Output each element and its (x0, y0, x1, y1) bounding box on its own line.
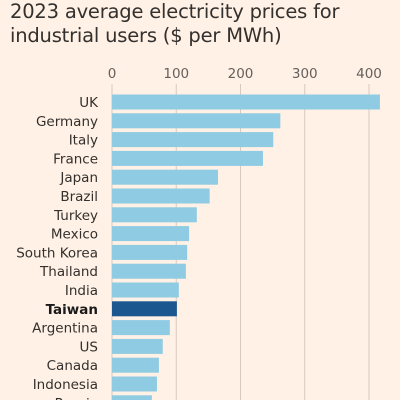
category-label-canada: Canada (47, 358, 98, 374)
bar-russia (112, 395, 152, 400)
category-label-us: US (80, 339, 98, 355)
category-label-japan: Japan (59, 170, 98, 186)
category-label-indonesia: Indonesia (33, 377, 98, 393)
bar-us (112, 338, 163, 354)
bar-canada (112, 357, 159, 373)
bar-argentina (112, 320, 170, 336)
category-label-brazil: Brazil (60, 189, 98, 205)
category-label-thailand: Thailand (39, 264, 98, 280)
category-label-france: France (53, 151, 98, 167)
category-label-germany: Germany (36, 114, 98, 130)
chart-title: 2023 average electricity prices for indu… (10, 0, 340, 47)
bar-south-korea (112, 244, 188, 260)
bar-mexico (112, 226, 190, 242)
bar-japan (112, 169, 219, 185)
bar-india (112, 282, 179, 298)
category-label-italy: Italy (69, 133, 98, 149)
category-label-india: India (65, 283, 98, 299)
bar-layer (112, 94, 380, 400)
bar-france (112, 150, 263, 166)
bar-germany (112, 113, 281, 129)
x-tick-label: 100 (163, 66, 189, 82)
x-tick-label: 0 (108, 66, 117, 82)
category-label-south-korea: South Korea (16, 245, 98, 261)
bar-thailand (112, 263, 186, 279)
category-label-mexico: Mexico (51, 227, 98, 243)
category-label-uk: UK (79, 95, 99, 111)
category-label-turkey: Turkey (53, 208, 98, 224)
bar-taiwan (112, 301, 177, 317)
category-label-taiwan: Taiwan (46, 302, 98, 318)
bar-brazil (112, 188, 210, 204)
bar-turkey (112, 207, 197, 223)
x-tick-label: 400 (356, 66, 382, 82)
category-label-russia: Russia (55, 396, 98, 400)
label-layer: 0 100 200 300 400 UK Germany Italy France Japan Br… (16, 66, 382, 400)
x-tick-label: 200 (228, 66, 254, 82)
category-label-argentina: Argentina (32, 321, 98, 337)
x-tick-label: 300 (292, 66, 318, 82)
bar-italy (112, 132, 274, 148)
bar-uk (112, 94, 380, 110)
bar-indonesia (112, 376, 157, 392)
